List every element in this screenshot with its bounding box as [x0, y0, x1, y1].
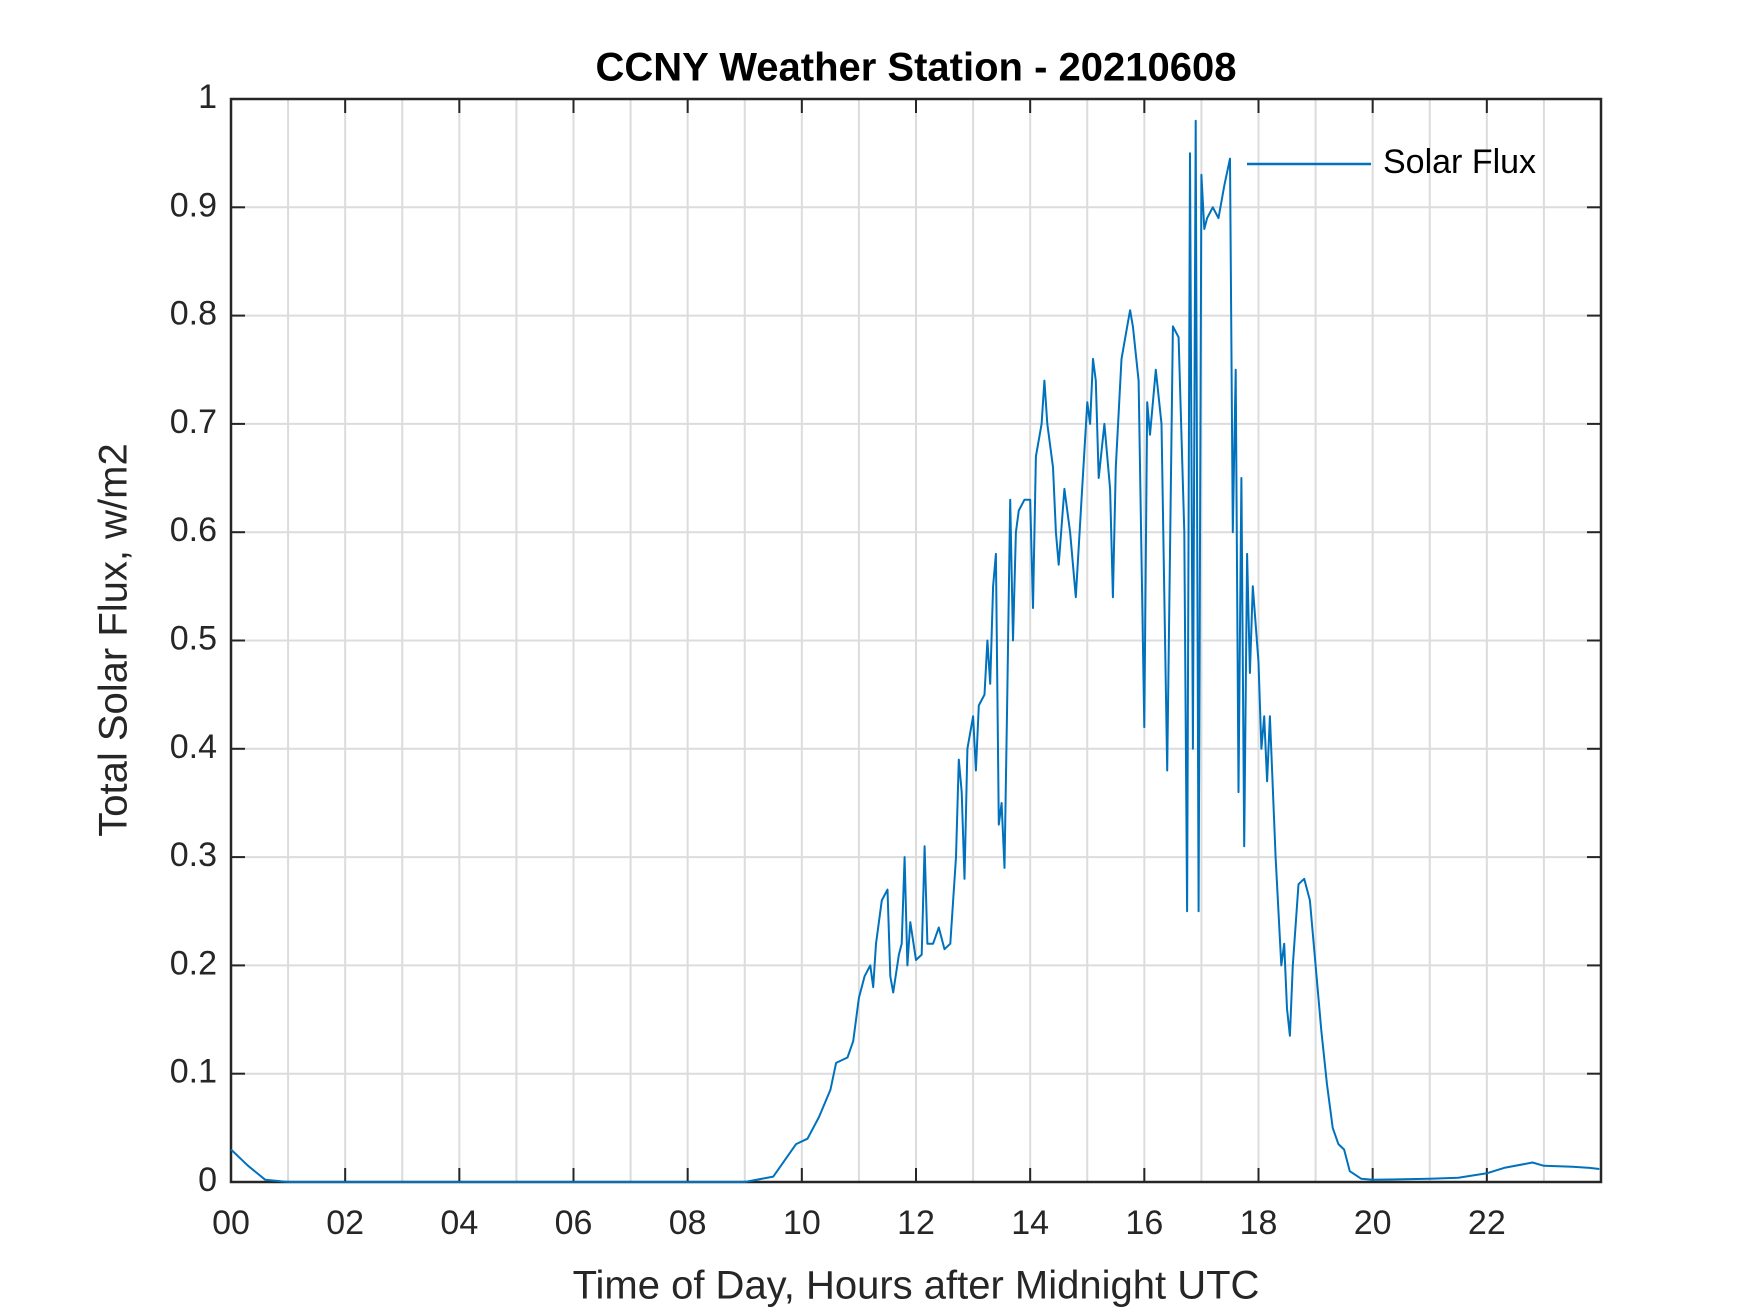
x-tick-label: 02: [326, 1204, 364, 1242]
plot-frame: [229, 97, 1603, 1184]
y-tick-label: 0.8: [170, 295, 217, 333]
x-tick-label: 10: [783, 1204, 821, 1242]
y-tick-label: 0.4: [170, 728, 217, 766]
x-tick-label: 12: [897, 1204, 935, 1242]
y-tick-label: 0.1: [170, 1053, 217, 1091]
y-tick-label: 0: [198, 1161, 217, 1199]
chart-title: CCNY Weather Station - 20210608: [596, 46, 1237, 90]
y-axis-label: Total Solar Flux, w/m2: [92, 443, 136, 836]
x-tick-label: 18: [1240, 1204, 1278, 1242]
y-tick-label: 0.7: [170, 403, 217, 441]
legend-label: Solar Flux: [1383, 143, 1536, 181]
x-tick-label: 14: [1011, 1204, 1049, 1242]
data-line: [230, 119, 1600, 1183]
x-axis-label: Time of Day, Hours after Midnight UTC: [573, 1264, 1260, 1308]
y-tick-label: 0.3: [170, 836, 217, 874]
y-tick-label: 0.2: [170, 944, 217, 982]
y-tick-label: 0.6: [170, 511, 217, 549]
x-tick-label: 22: [1468, 1204, 1506, 1242]
y-tick-label: 0.5: [170, 619, 217, 657]
y-tick-label: 1: [198, 78, 217, 116]
x-tick-label: 04: [440, 1204, 478, 1242]
x-tick-label: 16: [1125, 1204, 1163, 1242]
x-tick-label: 00: [212, 1204, 250, 1242]
x-tick-label: 06: [555, 1204, 593, 1242]
x-tick-label: 08: [669, 1204, 707, 1242]
y-tick-label: 0.9: [170, 186, 217, 224]
x-tick-label: 20: [1354, 1204, 1392, 1242]
